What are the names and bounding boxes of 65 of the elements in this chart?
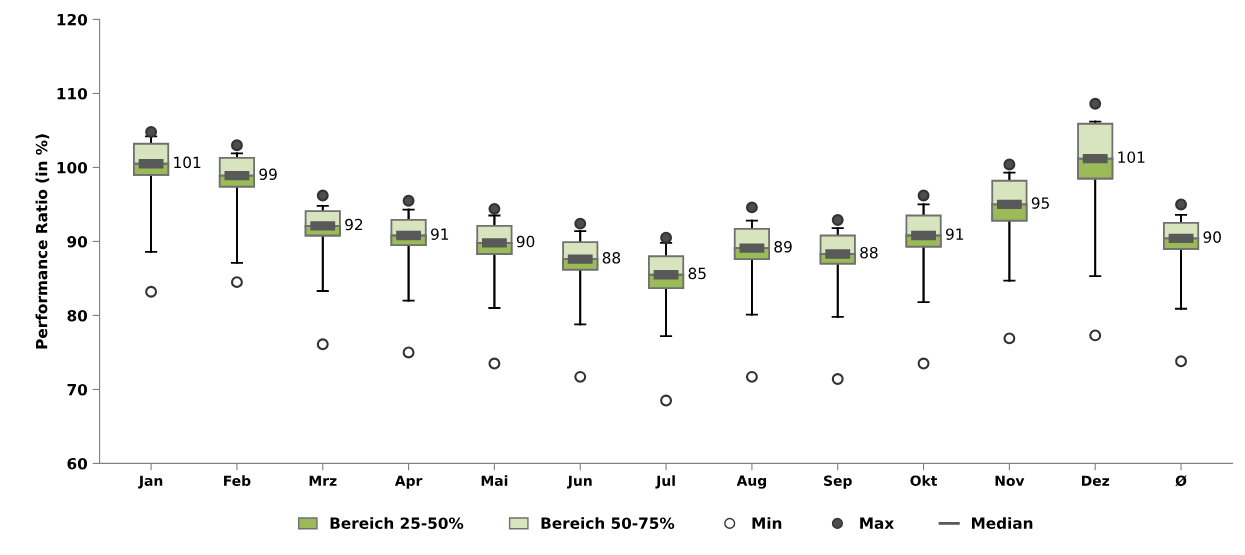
point (230, 139, 243, 152)
point (1003, 332, 1016, 345)
x-tick-label: Jul (655, 475, 675, 489)
x-tick-label: Feb (224, 475, 251, 486)
point (745, 370, 758, 383)
point (745, 201, 758, 214)
annotation: 91 (945, 228, 964, 240)
point (1175, 198, 1187, 211)
x-tick-label: Jun (567, 475, 592, 489)
annotation: 88 (860, 246, 878, 259)
y-tick-label: 120 (57, 13, 88, 26)
point (488, 357, 501, 370)
annotation: 90 (1203, 231, 1221, 243)
annotation: 92 (345, 218, 363, 231)
legend-label: Min (752, 517, 782, 529)
point (574, 217, 587, 230)
x-tick-label: Apr (394, 475, 423, 489)
point (402, 194, 415, 207)
annotation: 91 (431, 228, 449, 240)
annotation: 89 (774, 240, 792, 253)
point (660, 394, 673, 407)
y-axis-title: Performance Ratio (in %) (35, 134, 50, 349)
x-tick-label: Dez (1081, 475, 1110, 486)
point (145, 285, 158, 298)
annotation: 101 (174, 156, 201, 169)
point (831, 214, 844, 226)
legend-label: Median (971, 517, 1033, 529)
point (316, 189, 329, 202)
x-tick-label: Jan (138, 475, 163, 489)
point (831, 373, 844, 386)
x-tick-label: Aug (736, 475, 767, 489)
point (1089, 97, 1102, 110)
point (917, 189, 930, 202)
legend-label: Bereich 50-75% (541, 517, 675, 529)
point (230, 276, 243, 289)
point (316, 338, 329, 351)
y-tick-label: 100 (57, 161, 88, 174)
x-tick-label: Ø (1175, 475, 1187, 487)
point (917, 357, 930, 370)
legend-label: Max (860, 517, 894, 529)
annotation: 90 (516, 235, 535, 248)
annotation: 85 (688, 267, 706, 280)
point (1003, 158, 1016, 171)
point (402, 346, 415, 359)
y-tick-label: 90 (67, 235, 88, 248)
annotation: 88 (602, 252, 621, 264)
x-tick-label: Mrz (309, 475, 337, 486)
point (1175, 355, 1187, 368)
x-tick-label: Sep (824, 475, 852, 489)
y-tick-label: 60 (67, 457, 88, 470)
legend-label: Bereich 25-50% (330, 517, 464, 529)
annotation: 99 (259, 168, 277, 180)
y-tick-label: 110 (57, 87, 88, 100)
x-tick-label: Nov (995, 475, 1025, 486)
point (660, 231, 673, 244)
point (488, 202, 501, 215)
point (574, 370, 587, 383)
y-tick-label: 70 (67, 383, 88, 396)
x-tick-label: Mai (481, 475, 508, 486)
annotation: 101 (1118, 151, 1145, 163)
x-tick-label: Okt (910, 475, 938, 486)
point (145, 125, 158, 138)
annotation: 95 (1031, 197, 1049, 209)
y-tick-label: 80 (67, 309, 88, 322)
point (1089, 329, 1102, 342)
